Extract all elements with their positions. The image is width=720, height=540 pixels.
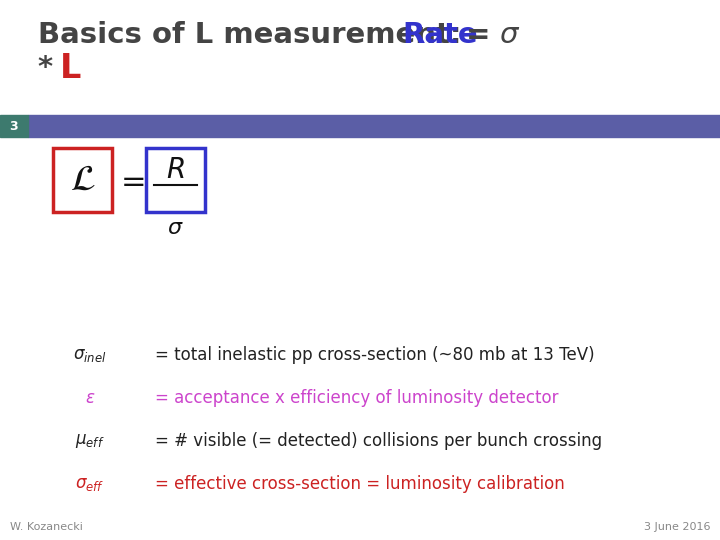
Text: = $\mathit{\sigma}$: = $\mathit{\sigma}$ [455, 21, 521, 49]
Text: $\mathcal{L}$: $\mathcal{L}$ [70, 163, 95, 197]
Text: $\varepsilon$: $\varepsilon$ [85, 389, 95, 407]
Text: $\sigma$: $\sigma$ [167, 218, 184, 238]
Text: 3 June 2016: 3 June 2016 [644, 522, 710, 532]
Bar [0, 115, 28, 137]
Text: L: L [60, 51, 81, 84]
FancyBboxPatch shape [146, 148, 205, 212]
Text: *: * [38, 54, 63, 82]
Text: = effective cross-section = luminosity calibration: = effective cross-section = luminosity c… [155, 475, 564, 493]
Text: $\sigma_{inel}$: $\sigma_{inel}$ [73, 346, 107, 364]
FancyBboxPatch shape [53, 148, 112, 212]
Text: $\mathit{R}$: $\mathit{R}$ [166, 156, 185, 184]
Text: W. Kozanecki: W. Kozanecki [10, 522, 83, 532]
Text: Basics of L measurement:: Basics of L measurement: [38, 21, 472, 49]
Text: 3: 3 [9, 119, 18, 132]
Text: Rate: Rate [402, 21, 477, 49]
Bar [28, 115, 720, 137]
Text: $\mu_{eff}$: $\mu_{eff}$ [75, 432, 105, 450]
Text: = # visible (= detected) collisions per bunch crossing: = # visible (= detected) collisions per … [155, 432, 602, 450]
Text: = acceptance x efficiency of luminosity detector: = acceptance x efficiency of luminosity … [155, 389, 559, 407]
Text: $\sigma_{eff}$: $\sigma_{eff}$ [76, 475, 104, 493]
Text: $=$: $=$ [115, 165, 145, 194]
Text: = total inelastic pp cross-section (~80 mb at 13 TeV): = total inelastic pp cross-section (~80 … [155, 346, 595, 364]
